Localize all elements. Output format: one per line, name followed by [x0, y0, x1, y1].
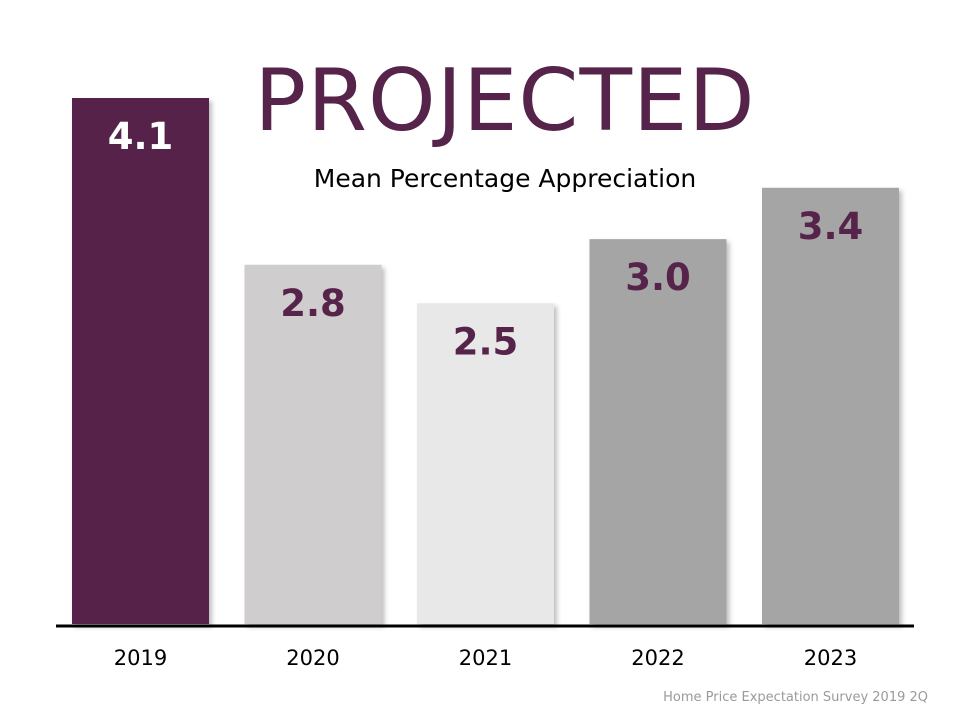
value-label-2023: 3.4 — [798, 205, 864, 248]
bar-2022 — [589, 239, 727, 624]
chart-subtitle: Mean Percentage Appreciation — [313, 164, 697, 193]
value-label-2019: 4.1 — [108, 115, 174, 158]
source-note: Home Price Expectation Survey 2019 2Q — [663, 690, 928, 705]
chart-title: PROJECTED — [254, 51, 756, 151]
bar-2020 — [244, 264, 382, 624]
bar-2019 — [72, 98, 209, 624]
value-label-2021: 2.5 — [453, 320, 519, 363]
x-tick-label-2020: 2020 — [286, 646, 339, 670]
x-tick-label-2021: 2021 — [459, 646, 512, 670]
x-tick-label-2022: 2022 — [631, 646, 684, 670]
x-tick-label-2019: 2019 — [114, 646, 167, 670]
bar-2021 — [417, 303, 554, 624]
value-label-2022: 3.0 — [625, 256, 691, 299]
value-label-2020: 2.8 — [280, 282, 346, 325]
x-tick-label-2023: 2023 — [804, 646, 857, 670]
bar-2023 — [762, 187, 899, 624]
